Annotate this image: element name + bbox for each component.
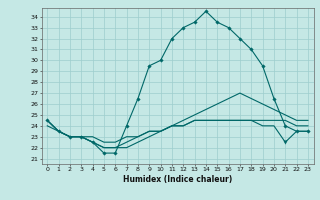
X-axis label: Humidex (Indice chaleur): Humidex (Indice chaleur) bbox=[123, 175, 232, 184]
